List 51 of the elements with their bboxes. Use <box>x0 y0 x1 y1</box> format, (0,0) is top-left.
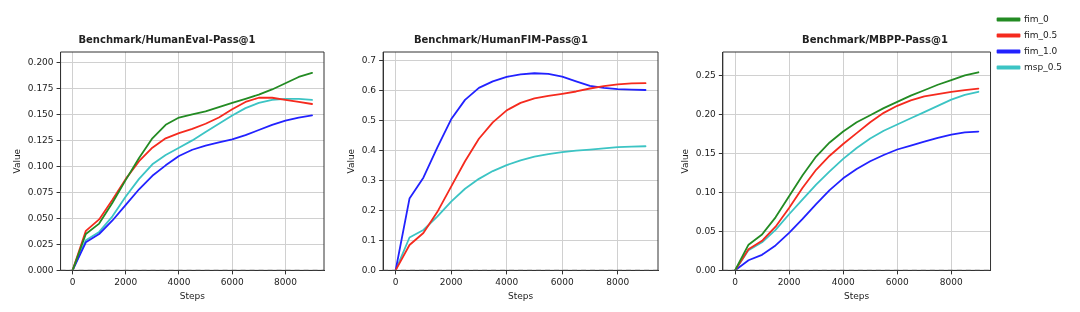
y-tick-label: 0.1 <box>361 234 377 245</box>
x-tick-label: 6000 <box>550 277 574 288</box>
legend-label: msp_0.5 <box>1024 61 1062 72</box>
y-axis-title: Value <box>679 148 690 174</box>
chart-title: Benchmark/MBPP-Pass@1 <box>802 33 948 45</box>
y-tick-label: 0.0 <box>361 264 377 275</box>
y-tick-label: 0.050 <box>27 212 54 223</box>
y-tick-label: 0.175 <box>27 82 54 93</box>
x-tick-label: 6000 <box>220 277 244 288</box>
y-tick-label: 0.05 <box>695 225 716 236</box>
legend-label: fim_0.5 <box>1024 29 1058 40</box>
x-axis-title: Steps <box>844 290 870 301</box>
y-tick-label: 0.00 <box>695 264 717 275</box>
x-tick-label: 6000 <box>885 277 909 288</box>
x-tick-label: 2000 <box>439 277 463 288</box>
x-tick-label: 8000 <box>939 277 964 288</box>
x-tick-label: 2000 <box>777 277 801 288</box>
y-axis-title: Value <box>345 148 356 174</box>
x-tick-label: 4000 <box>831 277 855 288</box>
x-tick-label: 2000 <box>114 277 138 288</box>
y-tick-label: 0.000 <box>27 264 54 275</box>
y-tick-label: 0.125 <box>27 134 54 145</box>
y-tick-label: 0.075 <box>27 186 54 197</box>
y-tick-label: 0.25 <box>695 69 716 80</box>
y-tick-label: 0.025 <box>27 238 54 249</box>
y-tick-label: 0.150 <box>27 108 54 119</box>
y-tick-label: 0.7 <box>361 55 377 66</box>
y-tick-label: 0.4 <box>361 145 377 156</box>
chart-title: Benchmark/HumanEval-Pass@1 <box>78 33 256 45</box>
x-tick-label: 0 <box>69 277 76 288</box>
y-tick-label: 0.3 <box>361 174 377 185</box>
y-axis-title: Value <box>11 148 22 174</box>
x-tick-label: 0 <box>392 277 399 288</box>
x-tick-label: 4000 <box>495 277 519 288</box>
y-tick-label: 0.6 <box>361 85 377 96</box>
y-tick-label: 0.5 <box>361 115 377 126</box>
y-tick-label: 0.15 <box>695 147 716 158</box>
y-tick-label: 0.20 <box>695 108 717 119</box>
y-tick-label: 0.10 <box>695 186 717 197</box>
x-axis-title: Steps <box>179 290 206 301</box>
x-axis-title: Steps <box>507 290 534 301</box>
x-tick-label: 8000 <box>273 277 298 288</box>
y-tick-label: 0.200 <box>27 56 54 67</box>
legend-label: fim_0 <box>1024 13 1049 24</box>
x-tick-label: 8000 <box>606 277 630 288</box>
x-tick-label: 4000 <box>167 277 191 288</box>
y-tick-label: 0.100 <box>27 160 54 171</box>
chart-title: Benchmark/HumanFIM-Pass@1 <box>413 33 589 45</box>
legend-label: fim_1.0 <box>1024 45 1058 56</box>
x-tick-label: 0 <box>732 277 739 288</box>
y-tick-label: 0.2 <box>361 204 377 215</box>
